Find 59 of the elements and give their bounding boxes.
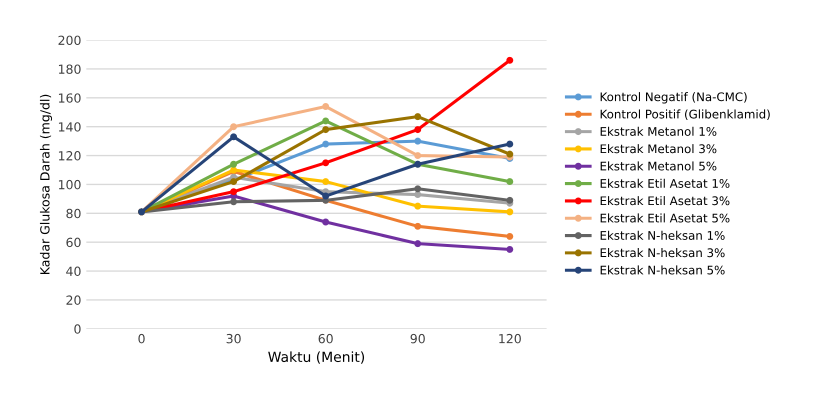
- point: [322, 218, 330, 226]
- point: [506, 208, 514, 216]
- y-tick-label: 180: [58, 64, 81, 74]
- point: [506, 246, 514, 253]
- legend-label: Ekstrak N-heksan 1%: [600, 230, 725, 240]
- point: [506, 232, 514, 240]
- y-tick-label: 200: [58, 36, 81, 46]
- point: [506, 178, 514, 186]
- point: [414, 240, 422, 248]
- legend-label: Ekstrak Metanol 1%: [600, 126, 716, 136]
- point: [414, 152, 422, 160]
- x-tick-label: 90: [410, 334, 425, 344]
- legend-label: Ekstrak Etil Asetat 5%: [600, 213, 730, 223]
- y-tick-label: 140: [58, 122, 81, 132]
- point: [322, 159, 330, 166]
- legend-label: Ekstrak Metanol 5%: [600, 161, 716, 171]
- point: [506, 196, 514, 204]
- y-tick-label: 160: [58, 93, 81, 103]
- point: [230, 188, 238, 196]
- point: [506, 56, 514, 64]
- point: [414, 185, 422, 192]
- point: [322, 178, 330, 186]
- legend-label: Kontrol Positif (Glibenklamid): [600, 109, 770, 120]
- point: [230, 133, 238, 140]
- point: [506, 140, 514, 148]
- y-tick-label: 20: [66, 295, 81, 305]
- y-tick-label: 60: [66, 238, 81, 248]
- point: [414, 138, 422, 145]
- point: [506, 150, 514, 158]
- point: [322, 103, 330, 110]
- x-tick-label: 120: [499, 334, 521, 344]
- point: [230, 123, 238, 130]
- legend-label: Ekstrak N-heksan 3%: [600, 248, 725, 258]
- point: [230, 198, 238, 206]
- point: [414, 202, 422, 210]
- point: [414, 222, 422, 230]
- legend-label: Ekstrak Etil Asetat 3%: [600, 196, 730, 206]
- x-tick-label: 0: [138, 334, 145, 344]
- point: [414, 113, 422, 120]
- legend-label: Ekstrak N-heksan 5%: [600, 265, 725, 275]
- y-tick-label: 120: [58, 151, 81, 161]
- legend-label: Ekstrak Metanol 3%: [600, 144, 716, 154]
- y-tick-label: 80: [66, 208, 81, 218]
- y-axis-title: Kadar Glukosa Darah (mg/dl): [40, 94, 52, 274]
- point: [414, 126, 422, 134]
- y-tick-label: 40: [66, 266, 81, 276]
- point: [414, 191, 422, 198]
- point: [322, 126, 330, 134]
- point: [230, 160, 238, 168]
- x-tick-label: 30: [226, 334, 241, 344]
- legend-label: Ekstrak Etil Asetat 1%: [600, 178, 730, 188]
- point: [322, 140, 330, 148]
- x-axis-title: Waktu (Menit): [268, 351, 364, 364]
- legend-label: Kontrol Negatif (Na-CMC): [600, 92, 747, 104]
- y-tick-label: 0: [74, 324, 81, 334]
- point: [322, 117, 330, 124]
- x-tick-label: 60: [318, 334, 333, 344]
- point: [322, 192, 330, 200]
- y-tick-label: 100: [58, 180, 81, 190]
